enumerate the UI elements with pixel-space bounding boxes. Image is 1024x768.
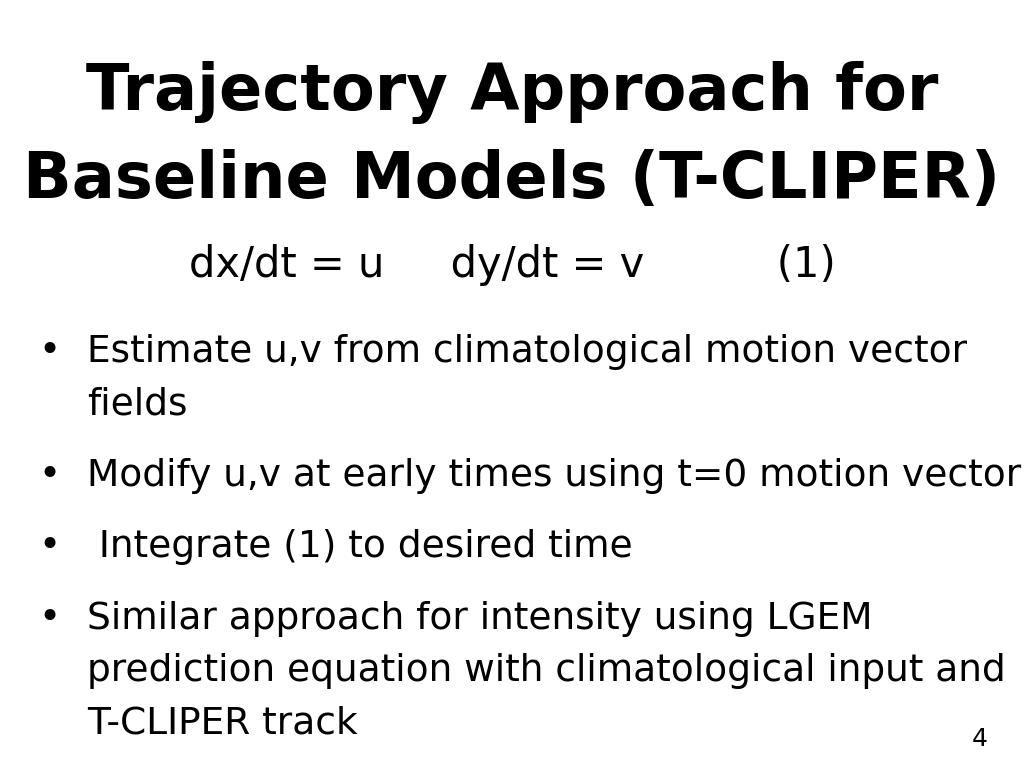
Text: •: • (38, 334, 60, 370)
Text: Modify u,v at early times using t=0 motion vector: Modify u,v at early times using t=0 moti… (87, 458, 1021, 494)
Text: Integrate (1) to desired time: Integrate (1) to desired time (87, 529, 633, 565)
Text: Similar approach for intensity using LGEM: Similar approach for intensity using LGE… (87, 601, 872, 637)
Text: dx/dt = u     dy/dt = v          (1): dx/dt = u dy/dt = v (1) (188, 244, 836, 286)
Text: T-CLIPER track: T-CLIPER track (87, 705, 357, 741)
Text: Trajectory Approach for: Trajectory Approach for (86, 61, 938, 124)
Text: fields: fields (87, 386, 187, 422)
Text: •: • (38, 601, 60, 637)
Text: Estimate u,v from climatological motion vector: Estimate u,v from climatological motion … (87, 334, 967, 370)
Text: Baseline Models (T-CLIPER): Baseline Models (T-CLIPER) (24, 150, 1000, 211)
Text: 4: 4 (972, 727, 988, 751)
Text: •: • (38, 458, 60, 494)
Text: prediction equation with climatological input and: prediction equation with climatological … (87, 653, 1006, 689)
Text: •: • (38, 529, 60, 565)
